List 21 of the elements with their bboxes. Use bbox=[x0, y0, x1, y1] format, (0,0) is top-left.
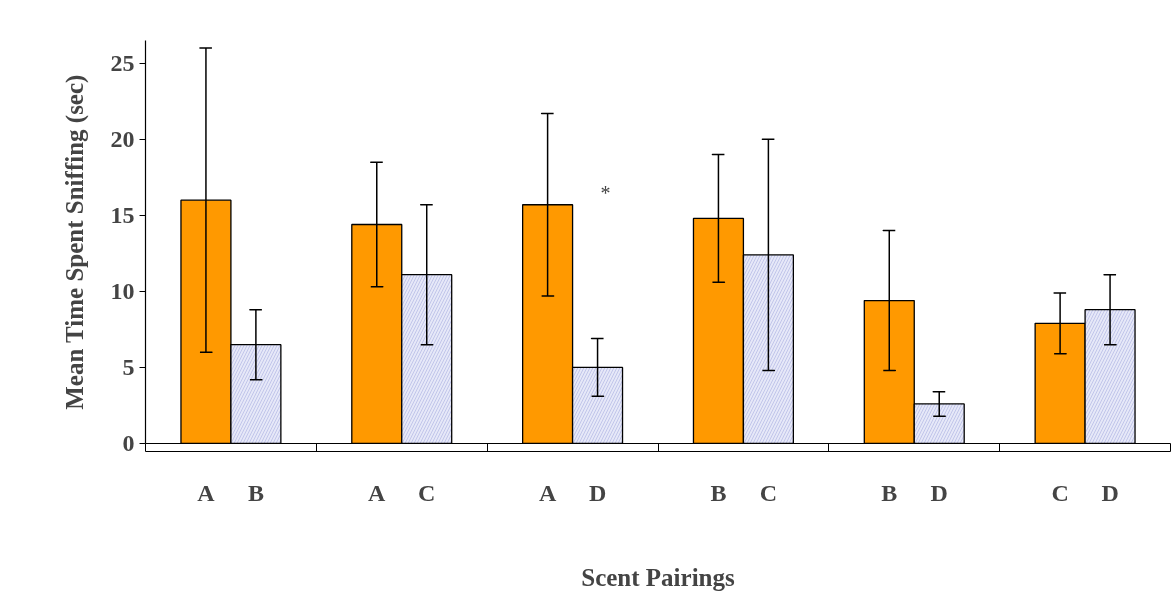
x-tick-label: B bbox=[710, 479, 727, 506]
y-axis-title: Mean Time Spent Sniffing (sec) bbox=[60, 74, 89, 410]
annotation: * bbox=[600, 181, 611, 204]
x-tick-label: A bbox=[197, 479, 216, 506]
y-tick-label: 0 bbox=[122, 430, 135, 456]
y-tick-label: 25 bbox=[110, 49, 135, 76]
x-tick-label: A bbox=[368, 479, 387, 506]
x-tick-label: C bbox=[1051, 479, 1069, 506]
y-tick-label: 5 bbox=[122, 353, 135, 380]
x-tick-label: C bbox=[759, 479, 778, 506]
x-tick-label: B bbox=[881, 479, 898, 506]
x-tick-label: D bbox=[1101, 479, 1119, 506]
x-axis-title: Scent Pairings bbox=[581, 563, 735, 591]
x-tick-label: B bbox=[247, 479, 264, 506]
x-tick-label: D bbox=[930, 479, 948, 506]
y-tick-label: 20 bbox=[110, 125, 135, 152]
y-tick-label: 15 bbox=[110, 201, 135, 228]
x-tick-label: A bbox=[538, 479, 557, 506]
x-tick-label: C bbox=[418, 479, 436, 506]
y-tick-label: 10 bbox=[110, 277, 135, 304]
x-tick-label: D bbox=[588, 479, 607, 506]
